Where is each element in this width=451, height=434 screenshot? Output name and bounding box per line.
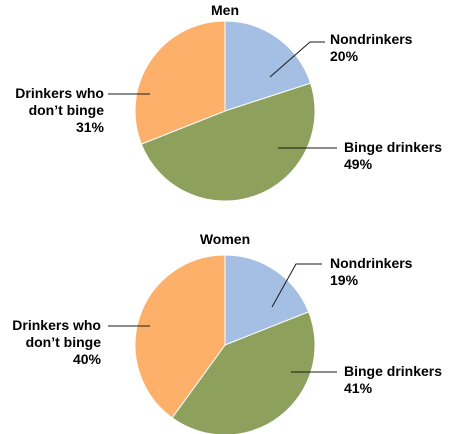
slice-value-label: 31% <box>76 119 105 135</box>
slice-value-label: 40% <box>73 351 102 367</box>
chart-title: Women <box>200 231 250 247</box>
leader-line <box>271 263 322 308</box>
slice-label: Binge drinkers <box>344 139 442 155</box>
pie-slice-drinkers-who-don-t-binge <box>134 20 226 145</box>
slice-label: Binge drinkers <box>344 363 442 379</box>
slice-value-label: 41% <box>344 380 373 396</box>
slice-label: Drinkers who <box>15 85 104 101</box>
pie-slice-nondrinkers <box>224 254 310 346</box>
leader-line <box>269 41 325 78</box>
slice-label: Drinkers who <box>12 317 101 333</box>
pie-slice-binge-drinkers <box>171 311 316 434</box>
pie-slice-nondrinkers <box>224 20 312 112</box>
slice-label: Nondrinkers <box>330 255 413 271</box>
pie-slice-binge-drinkers <box>140 82 316 202</box>
pie-slice-drinkers-who-don-t-binge <box>134 254 226 419</box>
chart-title: Men <box>211 2 239 18</box>
slice-value-label: 20% <box>330 48 359 64</box>
slice-label: don’t binge <box>29 102 105 118</box>
slice-label: Nondrinkers <box>330 31 413 47</box>
slice-value-label: 19% <box>330 272 359 288</box>
slice-label: don’t binge <box>26 334 102 350</box>
slice-value-label: 49% <box>344 156 373 172</box>
